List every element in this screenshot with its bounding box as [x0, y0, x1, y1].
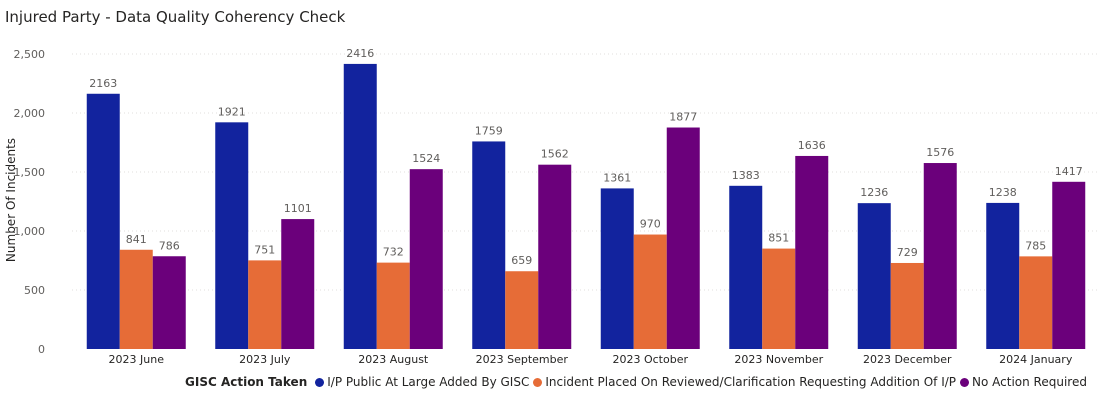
bar[interactable] — [409, 169, 443, 349]
data-label: 1921 — [218, 105, 246, 118]
y-tick-label: 2,500 — [14, 48, 46, 61]
x-tick-label: 2023 October — [612, 353, 688, 366]
data-label: 1361 — [603, 171, 631, 184]
bars — [86, 63, 1086, 350]
bar[interactable] — [795, 155, 829, 349]
x-tick-label: 2023 June — [109, 353, 165, 366]
legend-label: No Action Required — [972, 375, 1087, 389]
bar[interactable] — [152, 256, 186, 349]
bar[interactable] — [762, 248, 796, 349]
bar[interactable] — [1019, 256, 1053, 349]
bar[interactable] — [729, 185, 763, 349]
data-label: 1877 — [669, 111, 697, 124]
x-tick-label: 2023 September — [476, 353, 569, 366]
data-label: 1576 — [926, 146, 954, 159]
legend-item-series-3[interactable]: No Action Required — [960, 375, 1087, 389]
legend-title: GISC Action Taken — [185, 375, 308, 389]
bar[interactable] — [343, 63, 377, 350]
chart-title: Injured Party - Data Quality Coherency C… — [5, 8, 346, 26]
bar[interactable] — [1052, 181, 1086, 349]
x-tick-label: 2024 January — [999, 353, 1073, 366]
data-labels: 2163 841 786 1921 751 1101 2416 732 1524 1759 659 1… — [89, 47, 1083, 267]
data-label: 1417 — [1055, 165, 1083, 178]
x-axis-ticks: 2023 June 2023 July 2023 August 2023 Septem… — [109, 353, 1073, 366]
y-axis-ticks: 0 500 1,000 1,500 2,000 2,500 — [14, 48, 46, 356]
y-tick-label: 0 — [38, 343, 45, 356]
bar[interactable] — [248, 260, 282, 349]
bar[interactable] — [923, 163, 957, 349]
data-label: 1524 — [412, 152, 440, 165]
y-tick-label: 1,000 — [14, 225, 46, 238]
data-label: 2416 — [346, 47, 374, 60]
data-label: 970 — [640, 218, 661, 231]
y-tick-label: 2,000 — [14, 107, 46, 120]
x-tick-label: 2023 August — [358, 353, 429, 366]
legend-item-series-1[interactable]: I/P Public At Large Added By GISC — [315, 375, 529, 389]
legend-label: Incident Placed On Reviewed/Clarificatio… — [545, 375, 957, 389]
bar[interactable] — [986, 202, 1020, 349]
bar[interactable] — [633, 234, 667, 349]
legend-marker-icon — [315, 377, 325, 387]
data-label: 1562 — [541, 148, 569, 161]
data-label: 851 — [768, 232, 789, 245]
data-label: 841 — [126, 233, 147, 246]
bar[interactable] — [538, 164, 572, 349]
data-label: 751 — [254, 243, 275, 256]
bar[interactable] — [86, 93, 120, 350]
bar-chart: 0 500 1,000 1,500 2,000 2,500 Number Of Incid… — [4, 47, 1100, 366]
legend-label: I/P Public At Large Added By GISC — [327, 375, 530, 389]
y-tick-label: 1,500 — [14, 166, 46, 179]
x-tick-label: 2023 December — [863, 353, 952, 366]
bar[interactable] — [890, 262, 924, 349]
legend-marker-icon — [533, 377, 543, 387]
data-label: 732 — [383, 246, 404, 259]
bar[interactable] — [281, 219, 315, 349]
data-label: 1101 — [284, 202, 312, 215]
data-label: 659 — [511, 254, 532, 267]
bar[interactable] — [600, 188, 634, 349]
data-label: 1383 — [732, 169, 760, 182]
x-tick-label: 2023 July — [239, 353, 291, 366]
bar[interactable] — [119, 249, 153, 349]
x-tick-label: 2023 November — [734, 353, 823, 366]
bar[interactable] — [215, 122, 249, 350]
y-tick-label: 500 — [24, 284, 45, 297]
bar[interactable] — [505, 271, 539, 349]
bar[interactable] — [376, 262, 410, 349]
data-label: 1636 — [798, 139, 826, 152]
data-label: 2163 — [89, 77, 117, 90]
bar[interactable] — [472, 141, 506, 349]
data-label: 1238 — [989, 186, 1017, 199]
data-label: 1759 — [475, 124, 503, 137]
data-label: 1236 — [860, 186, 888, 199]
legend-item-series-2[interactable]: Incident Placed On Reviewed/Clarificatio… — [533, 375, 956, 389]
legend: GISC Action Taken I/P Public At Large Ad… — [185, 375, 1091, 389]
data-label: 786 — [159, 239, 180, 252]
legend-marker-icon — [960, 377, 970, 387]
data-label: 785 — [1025, 239, 1046, 252]
y-axis-label: Number Of Incidents — [4, 138, 18, 262]
bar[interactable] — [857, 203, 891, 349]
bar[interactable] — [666, 127, 700, 349]
data-label: 729 — [897, 246, 918, 259]
